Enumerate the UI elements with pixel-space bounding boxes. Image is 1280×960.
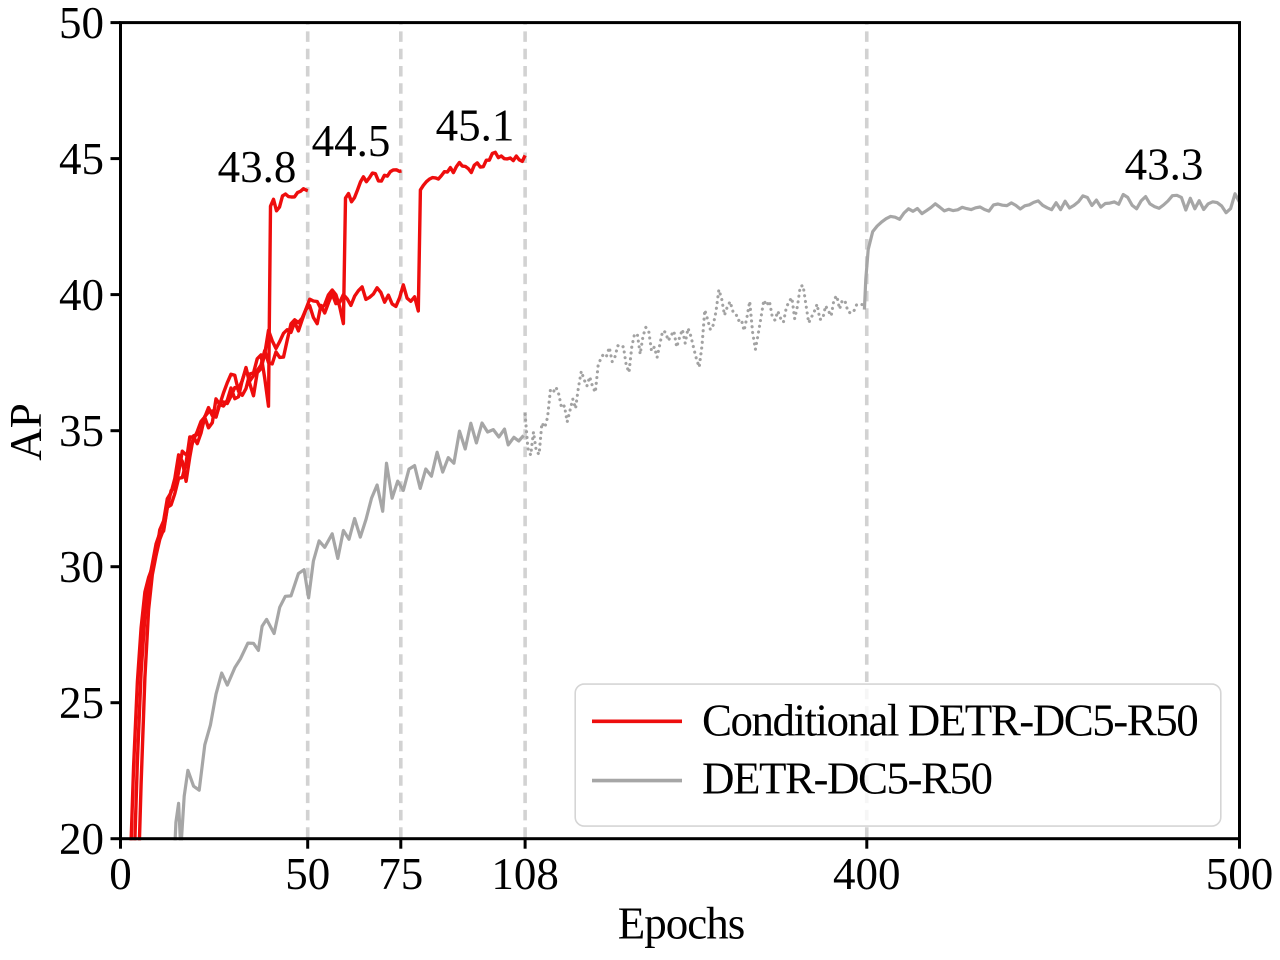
svg-text:0: 0: [109, 849, 132, 899]
svg-text:AP: AP: [1, 403, 51, 461]
svg-text:DETR-DC5-R50: DETR-DC5-R50: [702, 754, 992, 804]
svg-text:25: 25: [59, 678, 104, 728]
svg-text:45.1: 45.1: [436, 101, 515, 151]
svg-text:20: 20: [59, 814, 104, 864]
svg-text:40: 40: [59, 270, 104, 320]
svg-text:44.5: 44.5: [312, 116, 391, 166]
svg-text:Conditional DETR-DC5-R50: Conditional DETR-DC5-R50: [702, 696, 1197, 746]
svg-text:50: 50: [59, 0, 104, 48]
svg-text:400: 400: [833, 849, 901, 899]
svg-text:43.3: 43.3: [1125, 140, 1204, 190]
svg-text:Epochs: Epochs: [618, 899, 744, 949]
svg-text:108: 108: [491, 849, 559, 899]
svg-text:500: 500: [1206, 849, 1274, 899]
svg-text:43.8: 43.8: [218, 142, 297, 192]
svg-text:35: 35: [59, 406, 104, 456]
svg-text:75: 75: [378, 849, 423, 899]
svg-text:30: 30: [59, 542, 104, 592]
svg-text:50: 50: [285, 849, 330, 899]
svg-text:45: 45: [59, 134, 104, 184]
